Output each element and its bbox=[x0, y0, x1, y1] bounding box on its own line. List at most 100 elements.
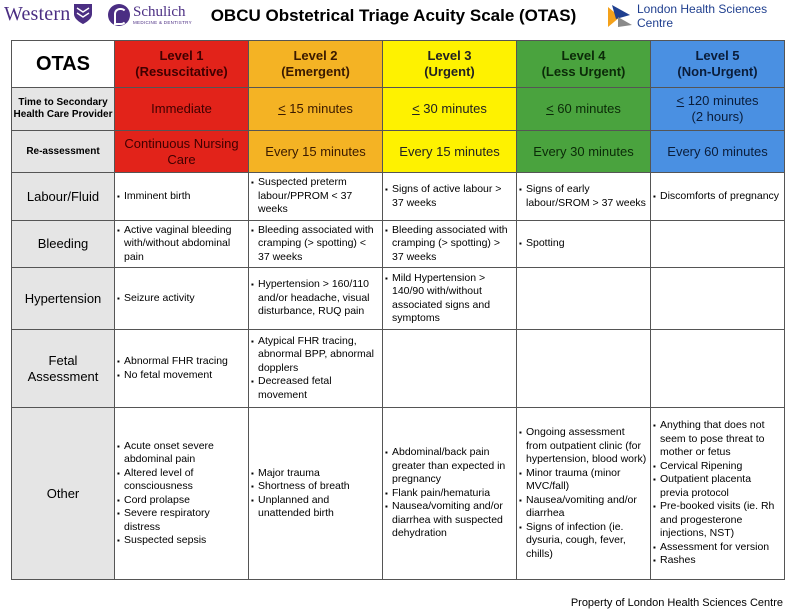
time-level-3: < 30 minutes bbox=[382, 87, 517, 131]
time-value: 60 minutes bbox=[553, 101, 621, 116]
criteria-item: Nausea/vomiting and/or diarrhea with sus… bbox=[385, 500, 514, 541]
criteria-item: Spotting bbox=[519, 237, 648, 251]
level-subtitle: (Urgent) bbox=[424, 64, 475, 79]
criteria-list: Mild Hypertension > 140/90 with/without … bbox=[385, 272, 514, 326]
reassessment-level-1: Continuous Nursing Care bbox=[114, 130, 249, 173]
criteria-list: Acute onset severe abdominal painAltered… bbox=[117, 440, 246, 548]
criteria-cell-level-3: Bleeding associated with cramping (> spo… bbox=[382, 220, 517, 268]
criteria-cell-level-1: Acute onset severe abdominal painAltered… bbox=[114, 407, 249, 580]
criteria-list: Anything that does not seem to pose thre… bbox=[653, 419, 782, 568]
criteria-item: Imminent birth bbox=[117, 190, 246, 204]
criteria-item: Bleeding associated with cramping (> spo… bbox=[251, 224, 380, 265]
criteria-item: Atypical FHR tracing, abnormal BPP, abno… bbox=[251, 335, 380, 376]
level-name: Level 3 bbox=[427, 48, 472, 63]
time-value-sub: (2 hours) bbox=[691, 109, 744, 124]
reassessment-row: Re-assessment Continuous Nursing Care Ev… bbox=[11, 130, 785, 173]
criteria-cell-level-4 bbox=[516, 329, 651, 408]
criteria-list: Hypertension > 160/110 and/or headache, … bbox=[251, 278, 380, 319]
criteria-item: Nausea/vomiting and/or diarrhea bbox=[519, 494, 648, 521]
criteria-cell-level-5: Anything that does not seem to pose thre… bbox=[650, 407, 785, 580]
level-subtitle: (Emergent) bbox=[281, 64, 350, 79]
criteria-item: Ongoing assessment from outpatient clini… bbox=[519, 426, 648, 467]
criteria-item: Shortness of breath bbox=[251, 480, 380, 494]
criteria-list: Signs of active labour > 37 weeks bbox=[385, 183, 514, 210]
criteria-list: Discomforts of pregnancy bbox=[653, 190, 782, 204]
criteria-cell-level-4 bbox=[516, 267, 651, 330]
criteria-item: Signs of early labour/SROM > 37 weeks bbox=[519, 183, 648, 210]
header: Western Schulich MEDICINE & DENTISTRY OB… bbox=[0, 0, 787, 36]
level-name: Level 1 bbox=[159, 48, 204, 63]
criteria-cell-level-5: Discomforts of pregnancy bbox=[650, 172, 785, 221]
level-2-header: Level 2 (Emergent) bbox=[248, 40, 383, 88]
criteria-cell-level-1: Imminent birth bbox=[114, 172, 249, 221]
otas-table: OTAS Level 1 (Resuscitative) Level 2 (Em… bbox=[11, 40, 785, 580]
level-5-header: Level 5 (Non-Urgent) bbox=[650, 40, 785, 88]
criteria-cell-level-3: Mild Hypertension > 140/90 with/without … bbox=[382, 267, 517, 330]
level-subtitle: (Non-Urgent) bbox=[677, 64, 758, 79]
criteria-cell-level-4: Spotting bbox=[516, 220, 651, 268]
time-prefix: < bbox=[278, 101, 286, 116]
criteria-list: Imminent birth bbox=[117, 190, 246, 204]
reassessment-row-label: Re-assessment bbox=[11, 130, 115, 173]
criteria-cell-level-2: Bleeding associated with cramping (> spo… bbox=[248, 220, 383, 268]
criteria-list: Spotting bbox=[519, 237, 648, 251]
criteria-cell-level-2: Hypertension > 160/110 and/or headache, … bbox=[248, 267, 383, 330]
criteria-cell-level-1: Abnormal FHR tracingNo fetal movement bbox=[114, 329, 249, 408]
level-4-header: Level 4 (Less Urgent) bbox=[516, 40, 651, 88]
footer-text: Property of London Health Sciences Centr… bbox=[570, 597, 783, 609]
criteria-item: Active vaginal bleeding with/without abd… bbox=[117, 224, 246, 265]
criteria-cell-level-1: Active vaginal bleeding with/without abd… bbox=[114, 220, 249, 268]
criteria-list: Signs of early labour/SROM > 37 weeks bbox=[519, 183, 648, 210]
criteria-row: Fetal AssessmentAbnormal FHR tracingNo f… bbox=[11, 329, 785, 408]
criteria-cell-level-3: Signs of active labour > 37 weeks bbox=[382, 172, 517, 221]
criteria-list: Suspected preterm labour/PPROM < 37 week… bbox=[251, 176, 380, 217]
criteria-list: Seizure activity bbox=[117, 292, 246, 306]
time-level-1: Immediate bbox=[114, 87, 249, 131]
criteria-cell-level-5 bbox=[650, 267, 785, 330]
criteria-item: Cord prolapse bbox=[117, 494, 246, 508]
criteria-item: Seizure activity bbox=[117, 292, 246, 306]
criteria-row: HypertensionSeizure activity Hypertension… bbox=[11, 267, 785, 330]
reassessment-level-2: Every 15 minutes bbox=[248, 130, 383, 173]
criteria-item: Hypertension > 160/110 and/or headache, … bbox=[251, 278, 380, 319]
criteria-row: Labour/FluidImminent birth Suspected pret… bbox=[11, 172, 785, 221]
level-subtitle: (Less Urgent) bbox=[541, 64, 626, 79]
criteria-item: Assessment for version bbox=[653, 541, 782, 555]
schulich-logo: Schulich MEDICINE & DENTISTRY bbox=[108, 2, 192, 28]
western-crest-icon bbox=[73, 3, 93, 25]
criteria-item: Suspected preterm labour/PPROM < 37 week… bbox=[251, 176, 380, 217]
schulich-logo-text: Schulich bbox=[133, 3, 186, 20]
criteria-item: Abnormal FHR tracing bbox=[117, 355, 246, 369]
criteria-item: Severe respiratory distress bbox=[117, 507, 246, 534]
criteria-item: Flank pain/hematuria bbox=[385, 487, 514, 501]
criteria-item: Decreased fetal movement bbox=[251, 375, 380, 402]
reassessment-level-5: Every 60 minutes bbox=[650, 130, 785, 173]
criteria-item: Minor trauma (minor MVC/fall) bbox=[519, 467, 648, 494]
criteria-cell-level-1: Seizure activity bbox=[114, 267, 249, 330]
schulich-mark-icon bbox=[108, 4, 130, 26]
criteria-cell-level-4: Signs of early labour/SROM > 37 weeks bbox=[516, 172, 651, 221]
criteria-item: Signs of infection (ie. dysuria, cough, … bbox=[519, 521, 648, 562]
lhsc-logo: London Health Sciences Centre bbox=[606, 2, 787, 30]
level-header-row: OTAS Level 1 (Resuscitative) Level 2 (Em… bbox=[11, 40, 785, 88]
criteria-cell-level-3: Abdominal/back pain greater than expecte… bbox=[382, 407, 517, 580]
level-name: Level 5 bbox=[695, 48, 740, 63]
time-value: Immediate bbox=[151, 101, 212, 116]
time-prefix: < bbox=[546, 101, 554, 116]
criteria-item: No fetal movement bbox=[117, 369, 246, 383]
criteria-item: Rashes bbox=[653, 554, 782, 568]
criteria-list: Abnormal FHR tracingNo fetal movement bbox=[117, 355, 246, 382]
criteria-row: OtherAcute onset severe abdominal painAl… bbox=[11, 407, 785, 580]
time-prefix: < bbox=[412, 101, 420, 116]
criteria-item: Suspected sepsis bbox=[117, 534, 246, 548]
time-row: Time to Secondary Health Care Provider I… bbox=[11, 87, 785, 131]
criteria-row: BleedingActive vaginal bleeding with/wit… bbox=[11, 220, 785, 268]
criteria-list: Major traumaShortness of breathUnplanned… bbox=[251, 467, 380, 521]
criteria-cell-level-2: Atypical FHR tracing, abnormal BPP, abno… bbox=[248, 329, 383, 408]
time-level-2: < 15 minutes bbox=[248, 87, 383, 131]
page-title: OBCU Obstetrical Triage Acuity Scale (OT… bbox=[210, 6, 577, 25]
criteria-row-label: Fetal Assessment bbox=[11, 329, 115, 408]
schulich-logo-subtext: MEDICINE & DENTISTRY bbox=[133, 19, 192, 25]
criteria-row-label: Hypertension bbox=[11, 267, 115, 330]
criteria-row-label: Labour/Fluid bbox=[11, 172, 115, 221]
